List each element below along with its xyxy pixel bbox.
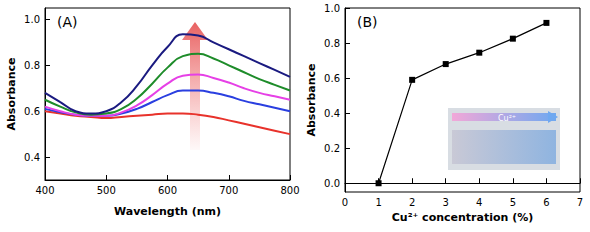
svg-text:700: 700 bbox=[219, 185, 238, 196]
svg-text:0.8: 0.8 bbox=[324, 38, 340, 49]
svg-text:500: 500 bbox=[97, 185, 116, 196]
svg-text:Absorbance: Absorbance bbox=[305, 63, 318, 136]
svg-text:0.0: 0.0 bbox=[324, 178, 340, 189]
svg-text:6: 6 bbox=[543, 197, 549, 208]
svg-text:2: 2 bbox=[409, 197, 415, 208]
svg-text:7: 7 bbox=[577, 197, 583, 208]
svg-text:Wavelength (nm): Wavelength (nm) bbox=[114, 205, 221, 218]
svg-text:1: 1 bbox=[375, 197, 381, 208]
svg-text:4: 4 bbox=[476, 197, 482, 208]
svg-text:5: 5 bbox=[510, 197, 516, 208]
svg-text:1.0: 1.0 bbox=[24, 14, 40, 25]
svg-text:Absorbance: Absorbance bbox=[5, 57, 18, 130]
svg-text:(B): (B) bbox=[357, 14, 378, 30]
svg-text:Cu²⁺ concentration (%): Cu²⁺ concentration (%) bbox=[392, 211, 534, 224]
svg-text:0.4: 0.4 bbox=[24, 152, 40, 163]
svg-text:1.0: 1.0 bbox=[324, 3, 340, 14]
svg-text:0.2: 0.2 bbox=[324, 143, 340, 154]
svg-text:600: 600 bbox=[158, 185, 177, 196]
svg-text:0.8: 0.8 bbox=[24, 60, 40, 71]
svg-text:0.6: 0.6 bbox=[324, 73, 340, 84]
svg-text:0.6: 0.6 bbox=[24, 106, 40, 117]
svg-text:3: 3 bbox=[443, 197, 449, 208]
svg-text:800: 800 bbox=[280, 185, 299, 196]
svg-text:0.4: 0.4 bbox=[324, 108, 340, 119]
svg-text:(A): (A) bbox=[57, 14, 78, 30]
svg-text:0: 0 bbox=[342, 197, 348, 208]
svg-text:400: 400 bbox=[35, 185, 54, 196]
svg-text:Cu²⁺: Cu²⁺ bbox=[498, 114, 516, 123]
